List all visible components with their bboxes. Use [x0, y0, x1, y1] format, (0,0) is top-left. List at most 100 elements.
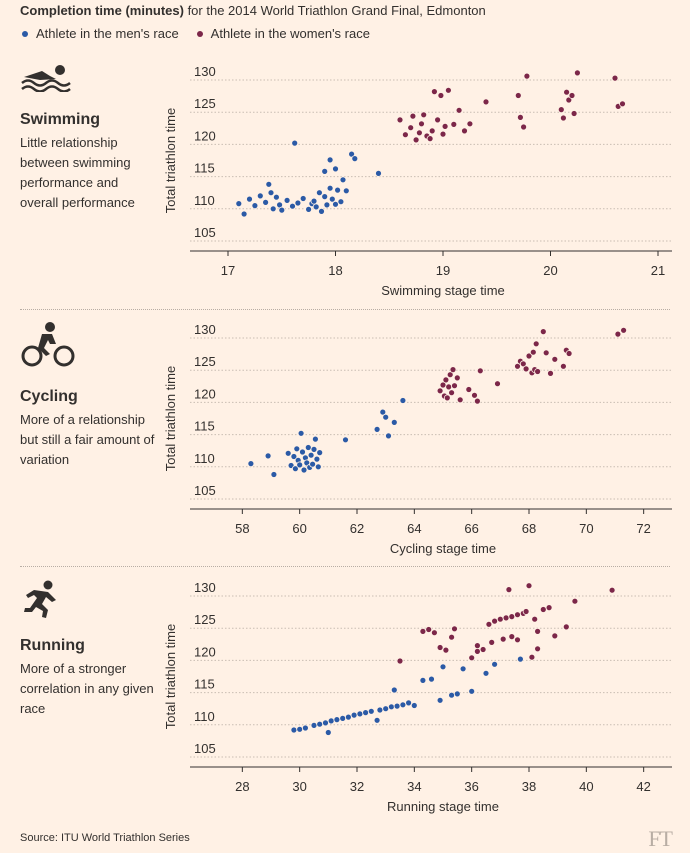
point-men: [283, 196, 291, 204]
point-women: [450, 121, 458, 128]
point-men: [350, 711, 358, 719]
point-women: [468, 654, 476, 662]
point-men: [293, 445, 301, 453]
x-tick-label: 30: [292, 779, 306, 794]
point-men: [373, 716, 381, 724]
legend: Athlete in the men's race Athlete in the…: [22, 26, 370, 41]
point-men: [399, 397, 407, 404]
point-men: [387, 703, 395, 711]
point-men: [482, 669, 490, 677]
point-men: [334, 186, 342, 194]
point-men: [251, 202, 259, 210]
point-men: [376, 706, 384, 714]
point-men: [309, 460, 317, 468]
x-tick-label: 70: [579, 521, 593, 536]
point-women: [451, 382, 458, 390]
point-women: [525, 582, 533, 590]
swimmer-icon: [21, 65, 71, 92]
x-tick-label: 19: [436, 263, 450, 278]
point-men: [316, 449, 324, 457]
point-women: [425, 626, 433, 633]
point-women: [401, 131, 409, 139]
x-tick-label: 42: [636, 779, 650, 794]
point-women: [473, 642, 481, 649]
x-tick-label: 17: [221, 263, 235, 278]
point-women: [525, 352, 533, 360]
y-axis-title: Total triathlon time: [163, 366, 178, 472]
point-men: [491, 660, 499, 668]
point-women: [420, 111, 428, 119]
point-men: [373, 425, 381, 433]
point-women: [434, 116, 442, 124]
point-women: [451, 625, 458, 633]
point-men: [270, 471, 278, 478]
point-women: [551, 355, 559, 363]
point-women: [614, 330, 622, 338]
point-women: [442, 646, 450, 654]
point-men: [272, 193, 280, 201]
panel-cycling-description: More of a relationship but still a fair …: [20, 412, 155, 467]
y-tick-label: 110: [194, 451, 215, 466]
point-women: [568, 92, 576, 99]
point-men: [390, 686, 398, 694]
point-men: [311, 435, 319, 443]
x-tick-label: 32: [350, 779, 364, 794]
point-women: [611, 74, 619, 82]
point-men: [247, 460, 255, 468]
point-women: [442, 376, 450, 384]
point-men: [362, 709, 370, 716]
point-women: [570, 110, 578, 117]
point-men: [333, 716, 341, 723]
point-men: [246, 195, 253, 203]
point-men: [307, 451, 315, 459]
point-men: [375, 169, 382, 177]
point-women: [551, 632, 559, 640]
point-men: [323, 201, 331, 209]
x-axis-title: Running stage time: [387, 799, 499, 814]
y-tick-label: 110: [194, 193, 215, 208]
point-men: [313, 455, 321, 463]
x-tick-label: 20: [543, 263, 557, 278]
y-tick-label: 105: [194, 741, 216, 756]
point-men: [278, 206, 286, 214]
x-axis-title: Swimming stage time: [381, 283, 505, 298]
x-tick-label: 40: [579, 779, 593, 794]
point-men: [299, 448, 306, 456]
point-men: [439, 663, 447, 671]
point-women: [436, 387, 444, 395]
x-tick-label: 72: [636, 521, 650, 536]
point-men: [256, 192, 264, 200]
point-men: [393, 702, 401, 710]
point-women: [430, 88, 438, 95]
x-tick-label: 18: [328, 263, 342, 278]
point-women: [436, 644, 444, 651]
point-women: [446, 371, 454, 379]
point-women: [491, 617, 499, 625]
point-men: [265, 180, 273, 188]
panel-running-title: Running: [20, 637, 85, 654]
point-women: [571, 597, 579, 605]
legend-dot-women: [196, 30, 203, 37]
point-men: [240, 210, 248, 218]
point-men: [382, 413, 390, 421]
point-women: [461, 127, 468, 135]
point-men: [310, 197, 318, 205]
point-women: [542, 349, 550, 357]
point-women: [443, 394, 451, 402]
point-women: [557, 106, 565, 113]
point-women: [520, 123, 527, 131]
chart-title-rest: for the 2014 World Triathlon Grand Final…: [183, 3, 486, 18]
legend-label-women: Athlete in the women's race: [210, 26, 370, 41]
panel-swimming-description: Little relationship between swimming per…: [20, 135, 135, 210]
x-tick-label: 38: [522, 779, 536, 794]
point-men: [291, 465, 299, 473]
point-men: [385, 432, 392, 440]
point-men: [332, 165, 339, 173]
x-tick-label: 66: [464, 521, 478, 536]
point-men: [459, 665, 467, 673]
point-men: [264, 452, 272, 460]
point-women: [522, 365, 530, 373]
point-women: [482, 98, 490, 106]
y-tick-label: 120: [194, 644, 216, 659]
point-men: [290, 726, 298, 734]
